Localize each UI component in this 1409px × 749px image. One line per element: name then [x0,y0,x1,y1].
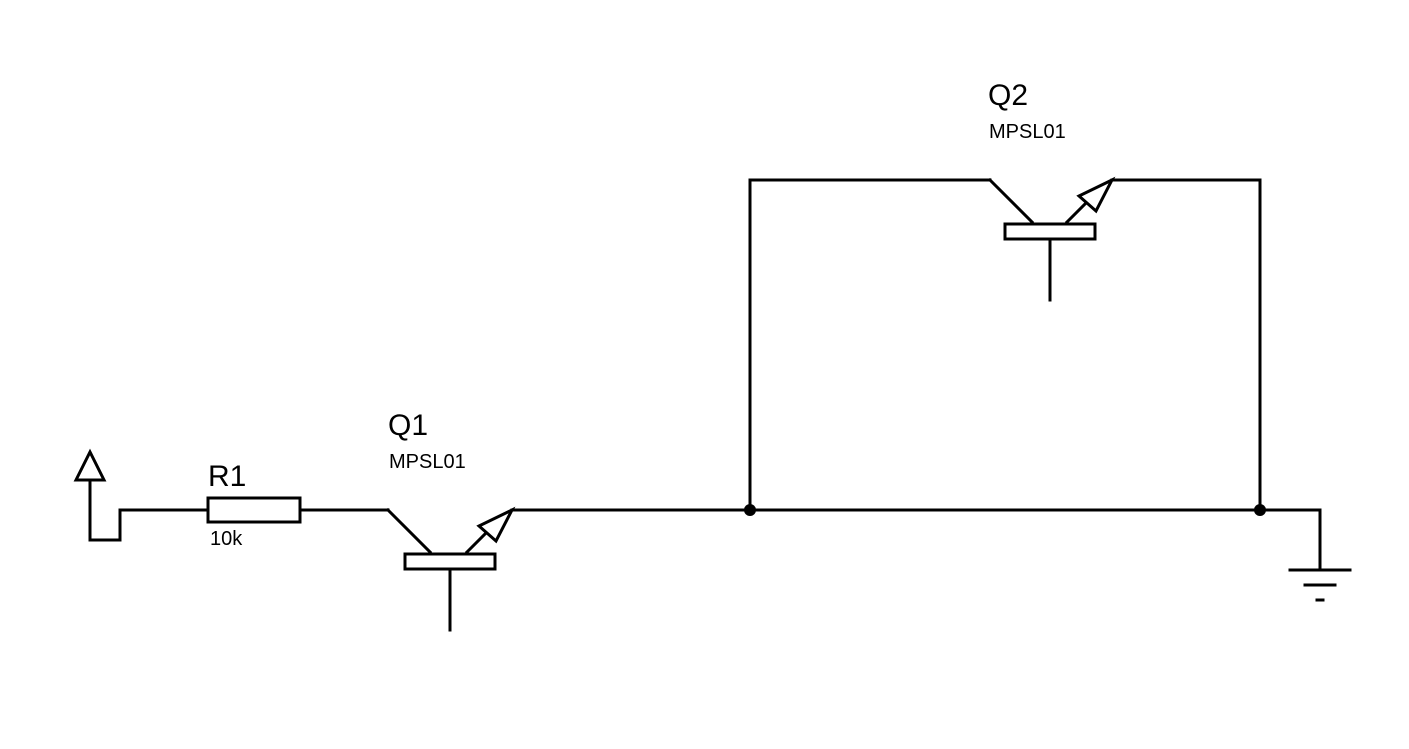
resistor-r1[interactable]: R1 10k [206,460,302,550]
wire-left-branch [748,178,992,512]
q2-emitter-lead [1064,200,1089,225]
junction-left [744,504,756,516]
q1-emitter-lead [464,530,489,555]
transistor-q1-value: MPSL01 [389,451,466,473]
q2-base-bar [1003,222,1097,241]
q1-collector-lead [385,507,433,555]
transistor-q1[interactable]: Q1 MPSL01 [385,409,516,632]
ground-symbol[interactable] [1288,508,1352,602]
junction-right [1254,504,1266,516]
transistor-q1-refdes: Q1 [388,409,428,442]
transistor-q2-value: MPSL01 [989,121,1066,143]
transistor-q2-refdes: Q2 [988,79,1028,112]
resistor-r1-value: 10k [210,528,243,550]
source-arrow-icon [73,448,107,482]
power-source-symbol[interactable] [73,448,210,542]
q2-collector-lead [987,177,1035,225]
transistor-q2[interactable]: Q2 MPSL01 [987,79,1116,302]
wire-source-to-r1 [88,508,210,542]
resistor-r1-refdes: R1 [208,460,246,493]
resistor-r1-body [206,496,302,524]
q2-emitter-arrow-icon [1076,176,1116,214]
q1-base-bar [403,552,497,571]
wire-right-branch [1110,178,1262,512]
q1-emitter-arrow-icon [476,506,516,544]
